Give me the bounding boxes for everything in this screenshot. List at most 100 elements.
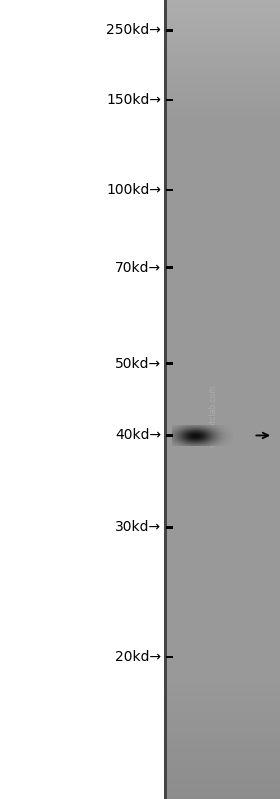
Text: 70kd→: 70kd→ (115, 260, 161, 275)
Bar (167, 757, 280, 759)
Bar (167, 34, 280, 38)
Bar (167, 6, 280, 8)
Bar (167, 160, 280, 162)
Bar (167, 785, 280, 789)
Bar (167, 389, 280, 392)
Bar (167, 506, 280, 509)
Text: www.ptclab.com: www.ptclab.com (208, 384, 217, 447)
Bar (167, 434, 280, 437)
Bar (167, 431, 280, 434)
Bar (167, 98, 280, 101)
Bar (167, 226, 280, 229)
Bar (167, 729, 280, 733)
Bar (167, 405, 280, 407)
Bar (167, 623, 280, 626)
Bar (167, 146, 280, 149)
Bar (167, 96, 280, 98)
Bar (167, 330, 280, 333)
Bar (167, 16, 280, 18)
Bar (167, 741, 280, 743)
Bar (167, 237, 280, 240)
Bar (167, 749, 280, 751)
Bar (167, 264, 280, 266)
Bar (166, 98, 173, 101)
Bar (167, 26, 280, 30)
Bar (167, 647, 280, 650)
Bar (167, 54, 280, 56)
Bar (167, 46, 280, 48)
Bar (167, 410, 280, 413)
Bar (167, 245, 280, 248)
Bar (167, 357, 280, 360)
Bar (167, 141, 280, 144)
Bar (167, 93, 280, 96)
Bar (167, 621, 280, 623)
Bar (167, 290, 280, 293)
Bar (167, 0, 280, 2)
Bar (167, 493, 280, 495)
Bar (167, 282, 280, 285)
Bar (167, 82, 280, 85)
Bar (167, 242, 280, 245)
Bar (167, 751, 280, 753)
Bar (167, 256, 280, 258)
Bar (167, 224, 280, 226)
Bar (167, 466, 280, 469)
Bar (167, 402, 280, 405)
Bar (167, 152, 280, 154)
Bar (167, 682, 280, 685)
Bar (167, 349, 280, 352)
Bar (167, 32, 280, 34)
Bar (167, 344, 280, 346)
Bar (167, 122, 280, 125)
Bar (167, 669, 280, 671)
Bar (167, 514, 280, 517)
Bar (167, 615, 280, 618)
Bar (167, 178, 280, 181)
Bar (167, 573, 280, 575)
Bar (167, 114, 280, 117)
Bar (167, 706, 280, 709)
Bar (167, 655, 280, 658)
Bar (167, 549, 280, 551)
Bar (167, 72, 280, 74)
Bar (167, 117, 280, 120)
Bar (167, 338, 280, 341)
Bar (167, 229, 280, 232)
Bar (167, 437, 280, 439)
Bar (167, 181, 280, 184)
Bar (167, 325, 280, 328)
Bar (167, 474, 280, 477)
Bar (167, 336, 280, 338)
Text: 150kd→: 150kd→ (106, 93, 161, 107)
Bar (167, 530, 280, 533)
Bar (167, 631, 280, 634)
Text: 250kd→: 250kd→ (106, 23, 161, 38)
Bar (167, 485, 280, 487)
Bar (167, 328, 280, 330)
Bar (167, 2, 280, 6)
Bar (167, 541, 280, 543)
Bar (167, 50, 280, 54)
Bar (167, 216, 280, 218)
Bar (167, 234, 280, 237)
Bar (167, 605, 280, 607)
Bar (167, 413, 280, 415)
Bar (167, 149, 280, 152)
Bar (167, 218, 280, 221)
Bar (167, 38, 280, 40)
Bar (167, 570, 280, 573)
Bar (167, 415, 280, 418)
Bar (167, 463, 280, 466)
Bar (167, 777, 280, 781)
Bar (167, 384, 280, 386)
Bar (167, 589, 280, 591)
Bar (167, 658, 280, 661)
Bar (167, 280, 280, 282)
Bar (167, 418, 280, 421)
Bar (167, 711, 280, 714)
Bar (167, 104, 280, 106)
Bar (167, 479, 280, 482)
Text: 30kd→: 30kd→ (115, 520, 161, 535)
Bar (167, 240, 280, 242)
